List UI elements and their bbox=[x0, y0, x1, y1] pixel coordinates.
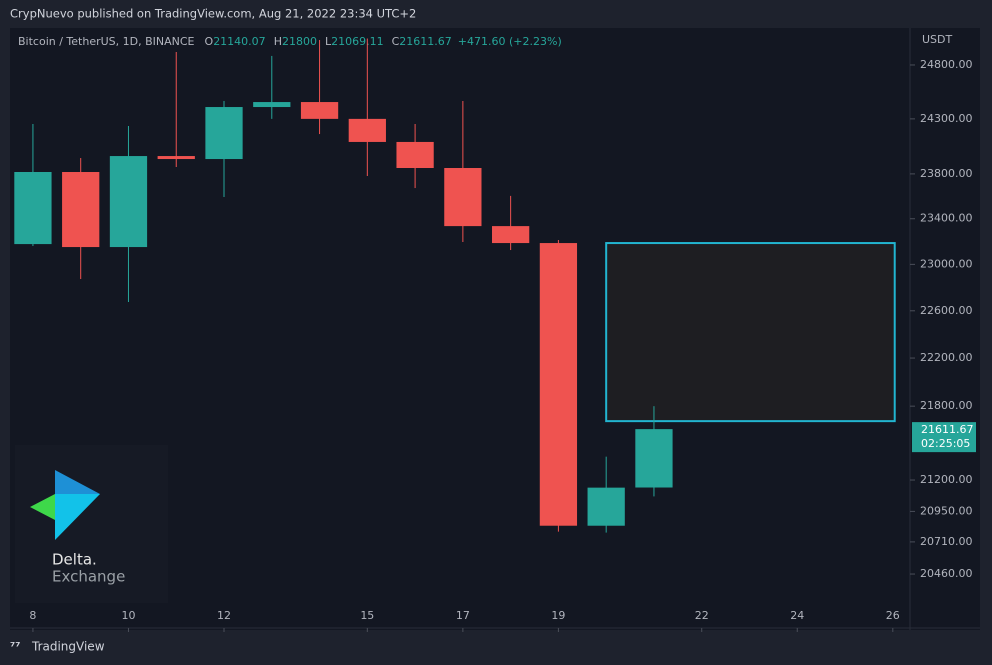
x-tick-label: 17 bbox=[456, 609, 470, 622]
x-tick-label: 19 bbox=[551, 609, 565, 622]
candle-body bbox=[62, 172, 100, 248]
legend-change: +471.60 (+2.23%) bbox=[458, 35, 562, 48]
y-tick-label: 22600.00 bbox=[920, 304, 973, 317]
logo-background bbox=[15, 445, 168, 603]
x-tick-label: 8 bbox=[29, 609, 36, 622]
footer-icon: ⁷⁷ bbox=[10, 640, 21, 654]
candle-body bbox=[348, 118, 386, 142]
logo-line2: Exchange bbox=[52, 568, 125, 586]
logo-shape bbox=[30, 494, 55, 520]
logo: Delta. Exchange bbox=[15, 445, 168, 603]
legend-low: 21069.11 bbox=[331, 35, 384, 48]
x-tick-label: 26 bbox=[886, 609, 900, 622]
y-tick-label: 21800.00 bbox=[920, 399, 973, 412]
last-price-label: 21611.67 bbox=[921, 423, 974, 436]
candle-body bbox=[300, 102, 339, 119]
countdown: 02:25:05 bbox=[921, 437, 970, 450]
y-tick-label: 24300.00 bbox=[920, 112, 973, 125]
legend-key: H bbox=[274, 35, 282, 48]
x-tick-label: 15 bbox=[360, 609, 374, 622]
x-tick-label: 12 bbox=[217, 609, 231, 622]
legend-symbol: Bitcoin / TetherUS, 1D, BINANCE bbox=[18, 35, 195, 48]
x-tick-label: 10 bbox=[121, 609, 135, 622]
legend-close: 21611.67 bbox=[399, 35, 452, 48]
logo-line1: Delta. bbox=[52, 551, 97, 569]
legend: Bitcoin / TetherUS, 1D, BINANCE O21140.07… bbox=[18, 35, 562, 48]
legend-key: O bbox=[205, 35, 214, 48]
footer-brand: TradingView bbox=[31, 640, 105, 654]
last-price-box bbox=[912, 422, 976, 453]
candle-body bbox=[539, 243, 578, 526]
candle-body bbox=[587, 487, 625, 526]
x-tick-label: 24 bbox=[790, 609, 804, 622]
header-text: CrypNuevo published on TradingView.com, … bbox=[10, 7, 416, 21]
legend-key: C bbox=[392, 35, 400, 48]
candle-body bbox=[14, 172, 52, 245]
candle-body bbox=[109, 156, 148, 248]
y-unit: USDT bbox=[922, 33, 953, 46]
y-tick-label: 20950.00 bbox=[920, 504, 973, 517]
candle-body bbox=[205, 107, 243, 160]
y-tick-label: 22200.00 bbox=[920, 351, 973, 364]
logo-shape bbox=[55, 494, 100, 540]
zone bbox=[605, 242, 896, 423]
candle-body bbox=[253, 102, 291, 108]
y-tick-label: 23400.00 bbox=[920, 212, 973, 225]
y-tick-label: 20460.00 bbox=[920, 567, 973, 580]
candle-body bbox=[444, 168, 482, 227]
candle-body bbox=[396, 141, 434, 169]
legend-open: 21140.07 bbox=[213, 35, 266, 48]
legend-key: L bbox=[325, 35, 332, 48]
y-tick-label: 23800.00 bbox=[920, 167, 973, 180]
candle-body bbox=[635, 429, 673, 488]
y-tick-label: 23000.00 bbox=[920, 257, 973, 270]
legend-high: 21800 bbox=[282, 35, 317, 48]
y-tick-label: 24800.00 bbox=[920, 58, 973, 71]
candle-body bbox=[157, 156, 195, 160]
y-tick-label: 20710.00 bbox=[920, 535, 973, 548]
candle-body bbox=[492, 226, 530, 244]
x-tick-label: 22 bbox=[695, 609, 709, 622]
y-tick-label: 21200.00 bbox=[920, 473, 973, 486]
